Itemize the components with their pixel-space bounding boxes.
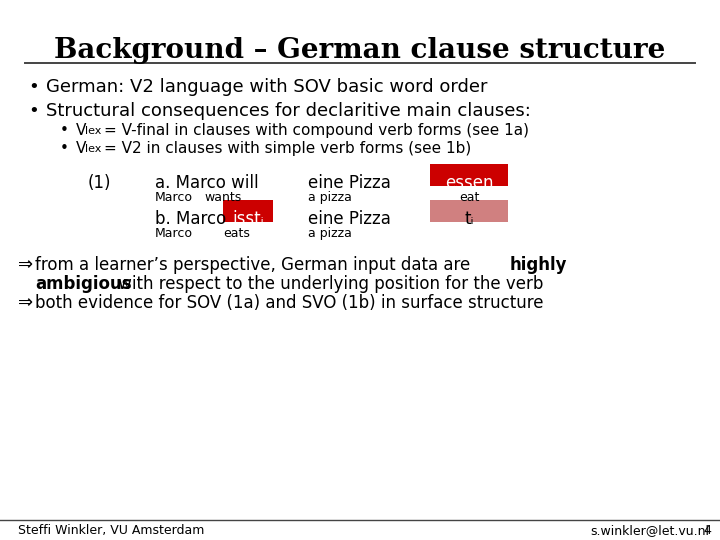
Text: ⇒: ⇒: [18, 294, 33, 312]
Text: eat: eat: [459, 191, 480, 204]
FancyBboxPatch shape: [223, 200, 273, 222]
Text: German: V2 language with SOV basic word order: German: V2 language with SOV basic word …: [46, 78, 487, 96]
Text: •: •: [60, 141, 69, 156]
Text: lex: lex: [85, 126, 102, 136]
Text: a pizza: a pizza: [308, 191, 352, 204]
Text: Structural consequences for declaritive main clauses:: Structural consequences for declaritive …: [46, 102, 531, 120]
Text: = V-final in clauses with compound verb forms (see 1a): = V-final in clauses with compound verb …: [104, 123, 529, 138]
Text: 4: 4: [703, 524, 711, 537]
Text: Marco: Marco: [155, 191, 193, 204]
Text: wants: wants: [204, 191, 241, 204]
Text: highly: highly: [510, 256, 567, 274]
Text: ⇒: ⇒: [18, 256, 33, 274]
Text: b. Marco: b. Marco: [155, 210, 226, 228]
Text: •: •: [60, 123, 69, 138]
Text: lex: lex: [85, 144, 102, 154]
Text: s.winkler@let.vu.nl: s.winkler@let.vu.nl: [590, 524, 709, 537]
Text: essen: essen: [445, 174, 493, 192]
Text: (1): (1): [88, 174, 112, 192]
FancyBboxPatch shape: [430, 164, 508, 186]
Text: ambigious: ambigious: [35, 275, 132, 293]
Text: V: V: [76, 123, 86, 138]
Text: Background – German clause structure: Background – German clause structure: [54, 37, 666, 64]
Text: eine Pizza: eine Pizza: [308, 210, 391, 228]
Text: a pizza: a pizza: [308, 227, 352, 240]
Text: from a learner’s perspective, German input data are: from a learner’s perspective, German inp…: [35, 256, 475, 274]
Text: •: •: [28, 78, 39, 96]
Text: = V2 in clauses with simple verb forms (see 1b): = V2 in clauses with simple verb forms (…: [104, 141, 472, 156]
Text: a. Marco will: a. Marco will: [155, 174, 258, 192]
Text: with respect to the underlying position for the verb: with respect to the underlying position …: [113, 275, 544, 293]
FancyBboxPatch shape: [430, 200, 508, 222]
Text: Marco: Marco: [155, 227, 193, 240]
Text: eats: eats: [223, 227, 250, 240]
Text: Steffi Winkler, VU Amsterdam: Steffi Winkler, VU Amsterdam: [18, 524, 204, 537]
Text: eine Pizza: eine Pizza: [308, 174, 391, 192]
Text: isstᵢ: isstᵢ: [232, 210, 264, 228]
Text: •: •: [28, 102, 39, 120]
Text: both evidence for SOV (1a) and SVO (1b) in surface structure: both evidence for SOV (1a) and SVO (1b) …: [35, 294, 544, 312]
Text: V: V: [76, 141, 86, 156]
Text: tᵢ: tᵢ: [464, 210, 474, 228]
